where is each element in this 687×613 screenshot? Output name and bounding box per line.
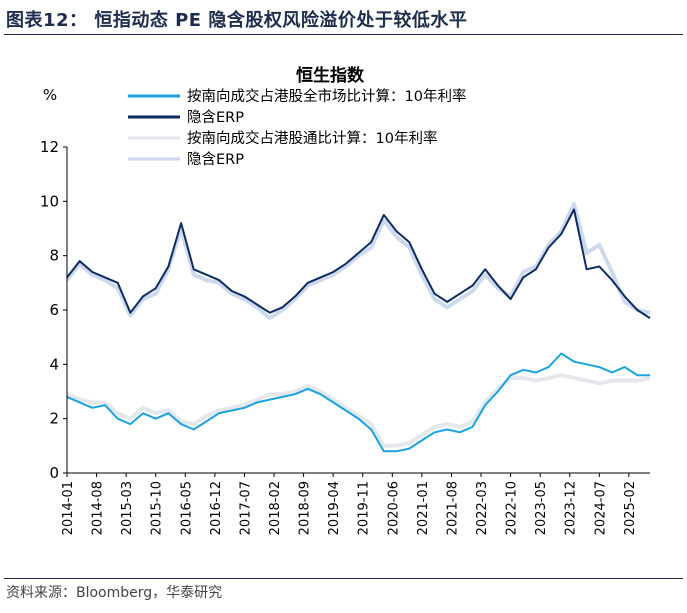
x-tick-label: 2021-01: [416, 481, 431, 535]
x-tick-label: 2018-02: [268, 481, 283, 535]
legend-label-2: 隐含ERP: [187, 109, 244, 126]
y-tick-label: 8: [49, 247, 59, 265]
series-line-3: [66, 373, 651, 448]
line-chart: 恒生指数 % 按南向成交占港股全市场比计算：10年利率隐含ERP按南向成交占港股…: [40, 65, 651, 535]
chart-title: 恒生指数: [296, 65, 365, 86]
y-tick-label: 12: [40, 138, 59, 156]
x-tick-label: 2018-09: [298, 481, 313, 535]
x-tick-label: 2023-12: [564, 481, 579, 535]
x-tick-label: 2020-06: [386, 481, 401, 535]
x-tick-label: 2015-10: [150, 481, 165, 535]
y-tick-label: 6: [49, 301, 59, 319]
y-tick-label: 10: [40, 192, 59, 210]
legend-label-1: 按南向成交占港股全市场比计算：10年利率: [187, 87, 466, 105]
y-axis-label: %: [43, 86, 57, 104]
source-divider: [4, 578, 683, 579]
axes: [66, 147, 650, 474]
legend-label-3: 按南向成交占港股通比计算：10年利率: [187, 129, 437, 147]
x-tick-label: 2021-08: [445, 481, 460, 535]
y-tick-label: 0: [49, 464, 59, 482]
x-ticks: 2014-01 2014-08 2015-03 2015-10 2016-05 2016-…: [61, 473, 638, 535]
x-tick-label: 2016-12: [209, 481, 224, 535]
x-tick-label: 2014-01: [61, 481, 76, 535]
x-tick-label: 2014-08: [91, 481, 106, 535]
figure-title: 图表12： 恒指动态 PE 隐含股权风险溢价处于较低水平: [6, 10, 468, 31]
series-layer: [65, 202, 651, 453]
series-line-1: [66, 352, 650, 453]
x-tick-label: 2017-07: [238, 481, 253, 535]
x-tick-label: 2024-07: [593, 481, 608, 535]
x-tick-label: 2022-03: [475, 481, 490, 535]
series-line-2: [66, 208, 651, 319]
x-tick-label: 2023-05: [534, 481, 549, 535]
y-tick-label: 2: [49, 410, 59, 428]
legend-label-4: 隐含ERP: [187, 151, 244, 168]
x-tick-label: 2025-02: [623, 481, 638, 535]
series-line-4: [65, 202, 651, 321]
source-note: 资料来源：Bloomberg，华泰研究: [6, 585, 223, 601]
x-tick-label: 2022-10: [505, 481, 520, 535]
x-tick-label: 2019-04: [327, 481, 342, 535]
title-divider: [4, 34, 683, 35]
y-tick-label: 4: [49, 355, 59, 373]
y-ticks: 0 2 4 6 8 10 12: [40, 138, 67, 482]
x-tick-label: 2015-03: [120, 481, 135, 535]
x-tick-label: 2019-11: [357, 481, 372, 535]
x-tick-label: 2016-05: [179, 481, 194, 535]
